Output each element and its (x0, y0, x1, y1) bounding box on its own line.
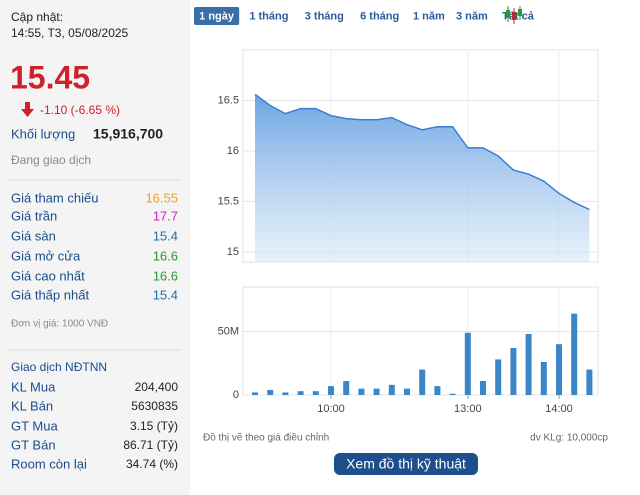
candle-icon (506, 6, 522, 24)
foreign-row-label: GT Bán (11, 437, 56, 452)
y-tick-label: 50M (218, 325, 239, 337)
price-row-value: 17.7 (153, 208, 178, 223)
footnote-left: Đồ thị vẽ theo giá điều chỉnh (203, 432, 329, 444)
tab[interactable]: 1 năm (413, 10, 445, 22)
x-tick-label: 10:00 (317, 403, 345, 415)
price-row-label: Giá sàn (11, 228, 56, 243)
tab-label[interactable]: 6 tháng (360, 10, 399, 22)
volume-label: Khối lượng (11, 126, 75, 141)
footnote-right: dv KLg: 10,000cp (530, 433, 608, 444)
tab-label[interactable]: 3 tháng (305, 10, 344, 22)
button-label[interactable]: Xem đồ thị kỹ thuật (346, 456, 466, 472)
price-row-label: Giá mở cửa (11, 248, 81, 263)
volume-bar (388, 384, 395, 395)
tab-label[interactable]: Tất cả (502, 10, 535, 22)
volume-bar (556, 344, 562, 395)
x-tick-label: 14:00 (545, 403, 573, 415)
price-row-label: Giá cao nhất (11, 268, 85, 283)
price-change: -1.10 (-6.65 %) (40, 103, 120, 117)
volume-bar (419, 369, 426, 395)
volume-bar (495, 359, 502, 395)
volume-bar (449, 393, 456, 395)
volume-bar (480, 381, 486, 395)
foreign-row-value: 5630835 (131, 399, 178, 413)
volume-bar (525, 334, 532, 395)
tab-bg[interactable] (194, 7, 240, 25)
foreign-title: Giao dịch NĐTNN (11, 360, 107, 374)
price-row-value: 16.55 (145, 190, 178, 205)
price-line (254, 93, 590, 211)
y-tick-label: 16 (227, 145, 239, 157)
price-row-value: 15.4 (153, 228, 178, 243)
price-row-label: Giá trần (11, 208, 57, 223)
tab-label[interactable]: 1 tháng (249, 10, 288, 22)
price-row-label: Giá thấp nhất (11, 287, 89, 302)
volume-bar (297, 391, 304, 395)
volume-bar (540, 361, 547, 395)
unit-note: Đơn vị giá: 1000 VNĐ (11, 319, 108, 330)
volume-bar (464, 332, 471, 395)
technical-chart-button[interactable]: Xem đồ thị kỹ thuật (334, 453, 478, 475)
volume-bar (586, 369, 593, 395)
foreign-row-value: 34.74 (%) (126, 457, 178, 471)
tab[interactable]: 3 tháng (305, 10, 344, 22)
volume-bar (343, 381, 350, 395)
foreign-row-value: 86.71 (Tỷ) (123, 438, 178, 452)
volume-bar (328, 386, 334, 395)
tab[interactable]: 1 tháng (249, 10, 288, 22)
price-row-value: 16.6 (153, 268, 178, 283)
price-row-label: Giá tham chiếu (11, 190, 98, 205)
foreign-row-label: Room còn lại (11, 456, 87, 471)
tab[interactable]: 3 năm (456, 10, 488, 22)
foreign-row-value: 3.15 (Tỷ) (130, 419, 178, 433)
tab-label[interactable]: 1 năm (413, 10, 445, 22)
update-label: Cập nhật: (11, 10, 63, 24)
volume-bar (510, 347, 517, 395)
tab-label[interactable]: 1 ngày (199, 10, 235, 22)
update-time: 14:55, T3, 05/08/2025 (11, 26, 129, 40)
volume-bar (434, 386, 441, 395)
volume-bar (312, 391, 319, 395)
tab[interactable]: Tất cả (502, 10, 535, 22)
foreign-row-value: 204,400 (135, 380, 179, 394)
x-tick-label: 13:00 (454, 403, 482, 415)
volume-bar (404, 388, 410, 395)
price-area (255, 94, 590, 263)
volume-bar (373, 388, 380, 395)
volume: 15,916,700 (93, 126, 163, 142)
price-row-value: 16.6 (153, 248, 178, 263)
volume-bar (282, 392, 289, 395)
foreign-row-label: GT Mua (11, 418, 58, 433)
tab[interactable]: 1 ngày (194, 7, 240, 25)
y-tick-label: 16.5 (218, 94, 239, 106)
tab[interactable]: 6 tháng (360, 10, 399, 22)
status: Đang giao dịch (11, 153, 91, 167)
price: 15.45 (10, 59, 90, 95)
y-tick-label: 0 (233, 389, 239, 401)
y-tick-label: 15 (227, 246, 239, 258)
volume-bar (267, 389, 274, 395)
volume-bar (571, 313, 578, 395)
foreign-row-label: KL Mua (11, 379, 56, 394)
y-tick-label: 15.5 (218, 195, 239, 207)
volume-bar (252, 392, 258, 395)
tab-label[interactable]: 3 năm (456, 10, 488, 22)
down-arrow (21, 102, 34, 117)
price-row-value: 15.4 (153, 287, 178, 302)
left-panel (0, 0, 190, 495)
foreign-row-label: KL Bán (11, 398, 53, 413)
volume-bar (358, 388, 365, 395)
